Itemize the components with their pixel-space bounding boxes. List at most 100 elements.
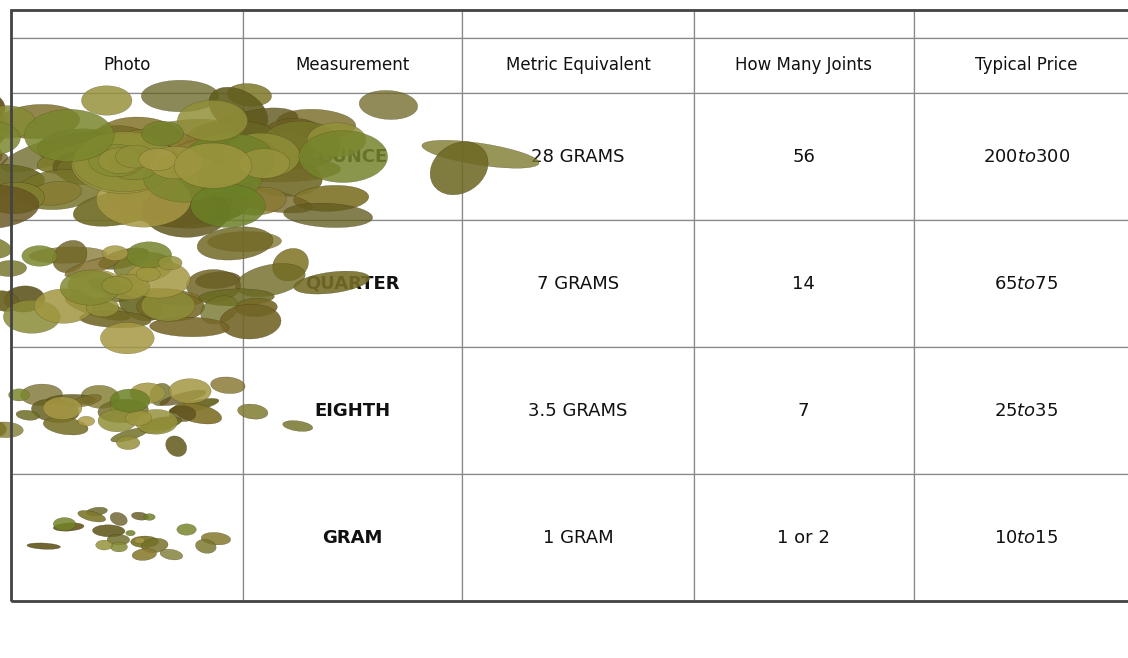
Bar	[914, 10, 1128, 38]
Ellipse shape	[36, 129, 117, 164]
Bar	[243, 220, 462, 347]
Bar	[462, 10, 694, 38]
Circle shape	[86, 298, 118, 317]
Ellipse shape	[0, 235, 11, 259]
Ellipse shape	[53, 523, 83, 531]
Bar	[243, 38, 462, 93]
Bar	[11, 10, 1128, 601]
Ellipse shape	[153, 157, 253, 201]
Ellipse shape	[293, 186, 369, 211]
Ellipse shape	[141, 80, 219, 112]
Ellipse shape	[0, 152, 8, 182]
Ellipse shape	[235, 298, 277, 316]
Ellipse shape	[121, 174, 249, 223]
Text: $25 to $35: $25 to $35	[994, 402, 1059, 420]
Ellipse shape	[160, 549, 183, 560]
Ellipse shape	[37, 138, 144, 174]
Ellipse shape	[186, 120, 280, 157]
Bar	[243, 93, 462, 220]
Circle shape	[177, 100, 248, 141]
Circle shape	[139, 149, 177, 170]
Circle shape	[116, 436, 140, 449]
Ellipse shape	[114, 252, 174, 282]
Circle shape	[9, 389, 29, 401]
Ellipse shape	[0, 124, 2, 171]
Ellipse shape	[78, 511, 106, 522]
Ellipse shape	[231, 188, 287, 215]
Ellipse shape	[133, 119, 228, 145]
Circle shape	[199, 162, 262, 199]
Circle shape	[3, 300, 60, 334]
Circle shape	[72, 132, 176, 191]
Circle shape	[71, 134, 175, 193]
Ellipse shape	[46, 394, 95, 405]
Ellipse shape	[0, 261, 27, 276]
Bar	[11, 474, 243, 601]
Circle shape	[68, 270, 123, 301]
Ellipse shape	[53, 151, 113, 181]
Bar	[462, 93, 694, 220]
Bar	[914, 38, 1128, 93]
Ellipse shape	[0, 107, 8, 153]
Text: Typical Price: Typical Price	[976, 57, 1077, 74]
Ellipse shape	[107, 282, 135, 302]
Ellipse shape	[29, 181, 81, 205]
Circle shape	[100, 322, 155, 354]
Circle shape	[89, 144, 144, 177]
Bar	[462, 38, 694, 93]
Ellipse shape	[283, 420, 312, 432]
Ellipse shape	[261, 121, 341, 168]
Text: 14: 14	[792, 275, 816, 293]
Circle shape	[0, 121, 20, 155]
Ellipse shape	[244, 159, 323, 196]
Ellipse shape	[53, 240, 87, 272]
Circle shape	[96, 540, 113, 550]
Circle shape	[126, 241, 171, 268]
Ellipse shape	[215, 157, 341, 182]
Ellipse shape	[130, 186, 215, 226]
Ellipse shape	[65, 295, 130, 320]
Bar	[243, 474, 462, 601]
Text: $65 to $75: $65 to $75	[994, 275, 1059, 293]
Ellipse shape	[0, 105, 80, 139]
Text: 28 GRAMS: 28 GRAMS	[531, 148, 625, 166]
Text: How Many Joints: How Many Joints	[735, 57, 872, 74]
Ellipse shape	[195, 540, 217, 553]
Circle shape	[307, 122, 365, 157]
Ellipse shape	[0, 182, 44, 214]
Circle shape	[96, 172, 191, 227]
Ellipse shape	[122, 141, 180, 195]
Ellipse shape	[16, 170, 102, 210]
Ellipse shape	[139, 421, 173, 434]
Bar	[914, 474, 1128, 601]
Bar	[243, 10, 462, 38]
Ellipse shape	[273, 249, 308, 281]
Circle shape	[126, 261, 191, 298]
Ellipse shape	[114, 130, 228, 180]
Text: Photo: Photo	[104, 57, 150, 74]
Text: OUNCE: OUNCE	[317, 148, 388, 166]
Ellipse shape	[160, 390, 206, 405]
Circle shape	[222, 133, 300, 178]
Circle shape	[106, 274, 150, 300]
Ellipse shape	[0, 103, 3, 153]
Ellipse shape	[169, 405, 196, 422]
Ellipse shape	[98, 399, 149, 422]
Ellipse shape	[0, 422, 24, 438]
Ellipse shape	[16, 410, 39, 420]
Circle shape	[299, 131, 388, 182]
Bar	[462, 220, 694, 347]
Text: 7 GRAMS: 7 GRAMS	[537, 275, 619, 293]
Ellipse shape	[131, 536, 159, 547]
Ellipse shape	[201, 532, 230, 545]
Circle shape	[103, 245, 127, 261]
Ellipse shape	[131, 512, 148, 520]
Text: Metric Equivalent: Metric Equivalent	[505, 57, 651, 74]
Ellipse shape	[88, 278, 135, 296]
Circle shape	[141, 290, 195, 321]
Ellipse shape	[132, 173, 247, 228]
Circle shape	[98, 148, 142, 174]
Bar	[243, 347, 462, 474]
Bar	[694, 93, 914, 220]
Bar	[462, 474, 694, 601]
